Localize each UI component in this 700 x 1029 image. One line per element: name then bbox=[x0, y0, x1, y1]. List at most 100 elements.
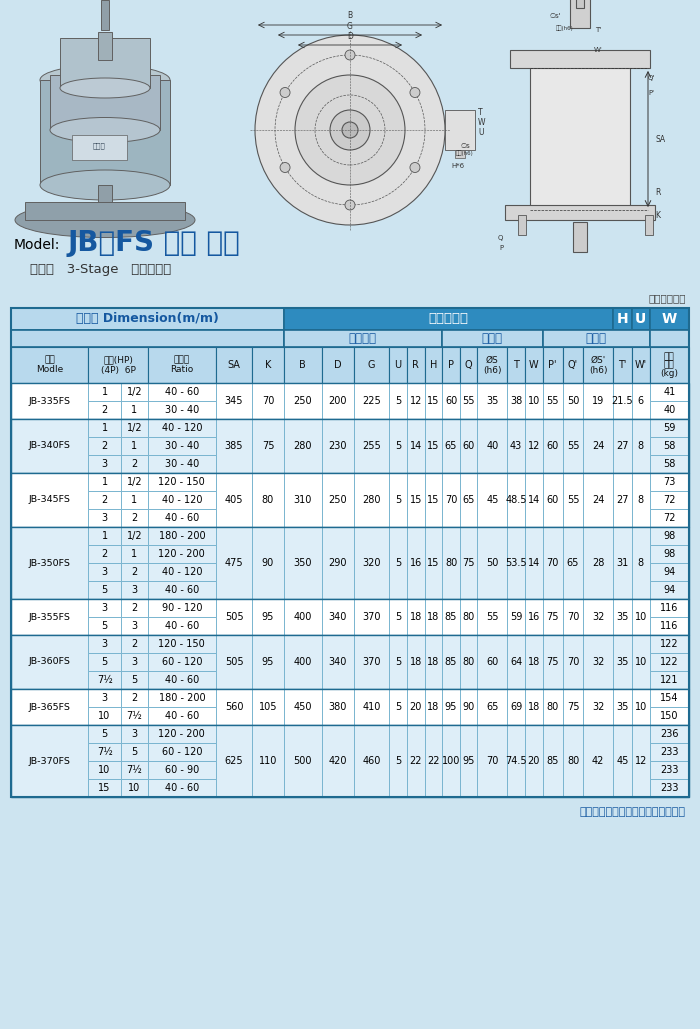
Bar bbox=[460, 347, 477, 383]
Text: Model:: Model: bbox=[14, 238, 60, 252]
Bar bbox=[216, 383, 253, 419]
Text: 6: 6 bbox=[638, 396, 644, 406]
Text: 75: 75 bbox=[547, 657, 559, 667]
Text: 7½: 7½ bbox=[127, 765, 142, 775]
Circle shape bbox=[410, 87, 420, 98]
Text: 16: 16 bbox=[528, 612, 540, 622]
Bar bbox=[442, 383, 460, 419]
Text: R: R bbox=[655, 188, 660, 197]
Bar bbox=[88, 581, 121, 599]
Bar bbox=[121, 743, 148, 761]
Bar bbox=[477, 419, 508, 473]
Text: 3: 3 bbox=[132, 586, 137, 595]
Bar bbox=[284, 473, 321, 527]
Text: 40 - 60: 40 - 60 bbox=[164, 783, 199, 793]
Bar bbox=[425, 635, 442, 689]
Bar bbox=[525, 635, 542, 689]
Bar bbox=[525, 599, 542, 635]
Text: 120 - 150: 120 - 150 bbox=[158, 477, 205, 487]
Text: 以上尺寸如因設計變更恕不另行通知: 以上尺寸如因設計變更恕不另行通知 bbox=[580, 807, 686, 817]
Circle shape bbox=[330, 110, 370, 150]
Text: 400: 400 bbox=[293, 612, 312, 622]
Bar bbox=[477, 383, 508, 419]
Text: 30 - 40: 30 - 40 bbox=[164, 441, 199, 451]
Text: H: H bbox=[617, 312, 629, 326]
Text: 35: 35 bbox=[617, 612, 629, 622]
Bar bbox=[88, 725, 121, 743]
Bar bbox=[389, 473, 407, 527]
Text: 180 - 200: 180 - 200 bbox=[158, 693, 205, 703]
Bar bbox=[148, 761, 216, 779]
Text: 320: 320 bbox=[363, 558, 381, 568]
Text: 345: 345 bbox=[225, 396, 244, 406]
Text: 減速機: 減速機 bbox=[92, 142, 106, 148]
Bar bbox=[121, 383, 148, 401]
Text: 出力軸: 出力軸 bbox=[482, 332, 503, 345]
Text: U: U bbox=[635, 312, 647, 326]
Text: 85: 85 bbox=[547, 756, 559, 766]
Text: 7½: 7½ bbox=[97, 747, 113, 757]
Bar bbox=[253, 383, 284, 419]
Bar bbox=[632, 419, 650, 473]
Text: G: G bbox=[347, 22, 353, 31]
Text: 10: 10 bbox=[99, 711, 111, 721]
Bar bbox=[563, 527, 583, 599]
Text: 12: 12 bbox=[635, 756, 647, 766]
Bar bbox=[321, 419, 354, 473]
Text: 1: 1 bbox=[132, 405, 137, 415]
Text: 40 - 60: 40 - 60 bbox=[164, 675, 199, 685]
Text: 5: 5 bbox=[395, 495, 401, 505]
Bar bbox=[542, 473, 563, 527]
Text: 10: 10 bbox=[635, 657, 647, 667]
Text: 290: 290 bbox=[328, 558, 347, 568]
Bar bbox=[445, 110, 475, 150]
Bar bbox=[88, 635, 121, 653]
Bar bbox=[613, 599, 632, 635]
Text: 14: 14 bbox=[528, 558, 540, 568]
Text: 233: 233 bbox=[660, 747, 678, 757]
Bar bbox=[542, 419, 563, 473]
Text: 5: 5 bbox=[395, 558, 401, 568]
Text: 18: 18 bbox=[427, 612, 440, 622]
Bar bbox=[121, 581, 148, 599]
Bar bbox=[88, 707, 121, 725]
Bar bbox=[354, 527, 389, 599]
Bar bbox=[148, 491, 216, 509]
Text: 40 - 60: 40 - 60 bbox=[164, 513, 199, 523]
Text: P': P' bbox=[648, 90, 654, 96]
Bar bbox=[321, 725, 354, 797]
Text: 35: 35 bbox=[617, 657, 629, 667]
Bar bbox=[284, 308, 613, 330]
Text: 58: 58 bbox=[663, 459, 676, 469]
Bar bbox=[148, 743, 216, 761]
Bar bbox=[518, 215, 526, 235]
Bar bbox=[650, 347, 689, 383]
Text: 43: 43 bbox=[510, 441, 522, 451]
Bar bbox=[60, 38, 150, 88]
Text: 公差(h6): 公差(h6) bbox=[556, 26, 574, 31]
Bar bbox=[650, 635, 689, 653]
Text: 1: 1 bbox=[132, 441, 137, 451]
Text: 50: 50 bbox=[486, 558, 498, 568]
Text: 三段式   3-Stage   齒輪減速機: 三段式 3-Stage 齒輪減速機 bbox=[30, 262, 172, 276]
Text: Q': Q' bbox=[568, 360, 578, 370]
Text: 24: 24 bbox=[592, 441, 604, 451]
Bar bbox=[88, 419, 121, 437]
Text: 18: 18 bbox=[528, 657, 540, 667]
Bar bbox=[542, 330, 650, 347]
Text: 1/2: 1/2 bbox=[127, 477, 142, 487]
Text: 70: 70 bbox=[567, 612, 579, 622]
Bar bbox=[542, 347, 563, 383]
Text: 60: 60 bbox=[547, 495, 559, 505]
Bar bbox=[88, 473, 121, 491]
Bar bbox=[442, 725, 460, 797]
Text: 122: 122 bbox=[660, 657, 679, 667]
Bar bbox=[650, 455, 689, 473]
Text: 27: 27 bbox=[616, 441, 629, 451]
Text: 55: 55 bbox=[567, 495, 580, 505]
Text: 18: 18 bbox=[427, 702, 440, 712]
Bar bbox=[650, 527, 689, 545]
Bar bbox=[284, 419, 321, 473]
Bar bbox=[11, 599, 88, 635]
Text: SA: SA bbox=[655, 135, 665, 143]
